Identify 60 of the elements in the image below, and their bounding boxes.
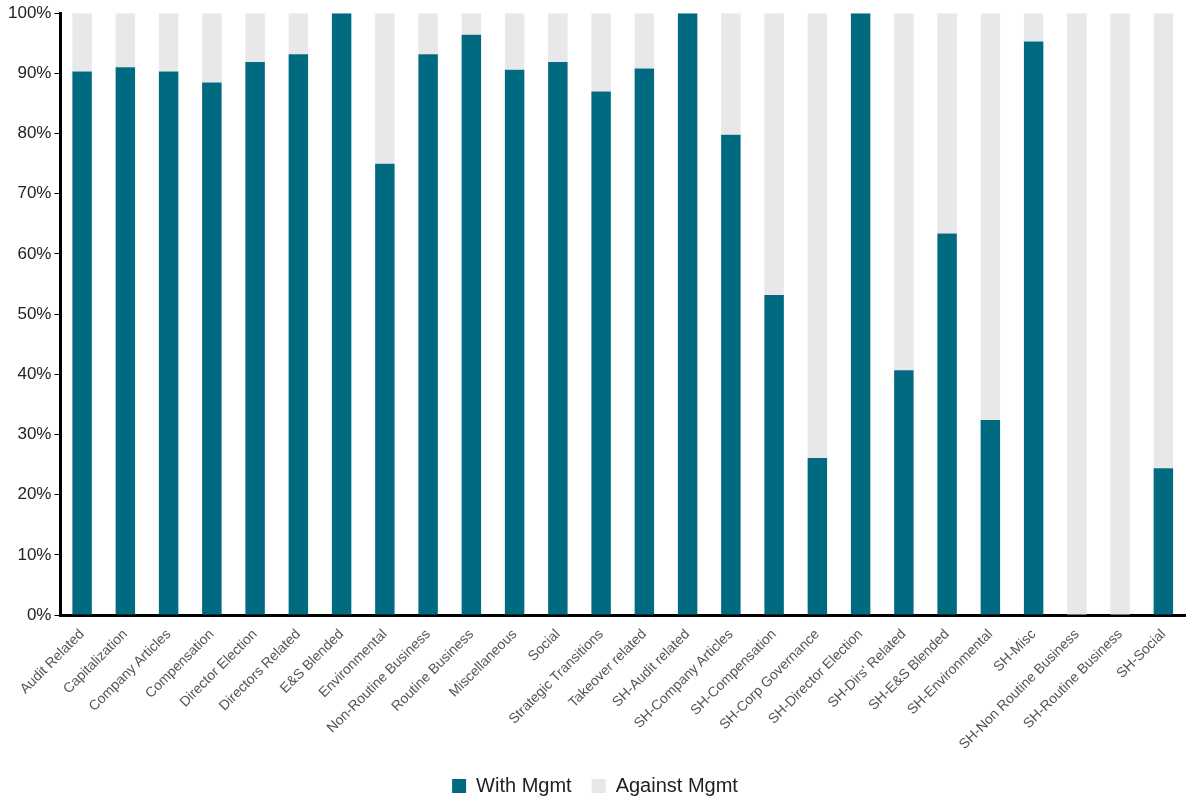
bar: [721, 13, 741, 135]
bar: [461, 13, 482, 35]
bar: [72, 71, 92, 615]
bar: [721, 134, 741, 615]
bar: [418, 54, 438, 615]
bar: [677, 13, 698, 615]
bar: [288, 54, 309, 615]
bar: [1153, 13, 1174, 469]
bar: [158, 71, 179, 615]
bar: [504, 69, 525, 615]
y-tick-label: 100%: [8, 2, 52, 22]
bar: [764, 294, 784, 615]
y-tick-label: 20%: [17, 484, 52, 504]
bar: [1153, 468, 1174, 615]
y-tick-label: 80%: [17, 123, 52, 143]
bar: [850, 13, 871, 615]
bar: [202, 13, 222, 83]
y-tick-label: 0%: [26, 604, 52, 624]
y-tick-label: 90%: [17, 63, 52, 83]
y-tick-label: 30%: [17, 424, 52, 444]
bar: [1110, 13, 1130, 615]
bar: [980, 13, 1001, 421]
y-tick-label: 10%: [17, 544, 52, 564]
y-tick-label: 70%: [17, 183, 52, 203]
bar: [548, 13, 568, 62]
bar: [202, 82, 222, 615]
y-tick-label: 60%: [17, 243, 52, 263]
bar: [158, 13, 179, 72]
bar: [591, 13, 611, 92]
bar: [807, 458, 828, 615]
bar: [634, 13, 655, 69]
bar: [937, 13, 957, 234]
bar: [1067, 13, 1087, 615]
bar: [115, 13, 136, 68]
bar: [591, 91, 611, 615]
legend-label: Against Mgmt: [615, 773, 739, 796]
bar: [375, 163, 395, 615]
bar: [331, 13, 352, 615]
bar: [461, 34, 482, 615]
bar: [634, 68, 655, 615]
bar: [548, 61, 568, 615]
bar: [375, 13, 395, 164]
bar: [504, 13, 525, 70]
bar: [245, 61, 265, 615]
bar: [1023, 13, 1044, 42]
bar: [764, 13, 784, 295]
bar: [894, 13, 914, 371]
bar: [807, 13, 828, 459]
bar: [115, 67, 136, 615]
bar: [937, 233, 957, 615]
bar: [288, 13, 309, 55]
y-tick-label: 50%: [17, 303, 52, 323]
bar: [1023, 41, 1044, 615]
y-tick-label: 40%: [17, 364, 52, 384]
bar: [418, 13, 438, 55]
bar: [245, 13, 265, 62]
bar: [72, 13, 92, 72]
legend-label: With Mgmt: [476, 773, 573, 796]
bar: [894, 370, 914, 615]
bar: [980, 420, 1001, 615]
